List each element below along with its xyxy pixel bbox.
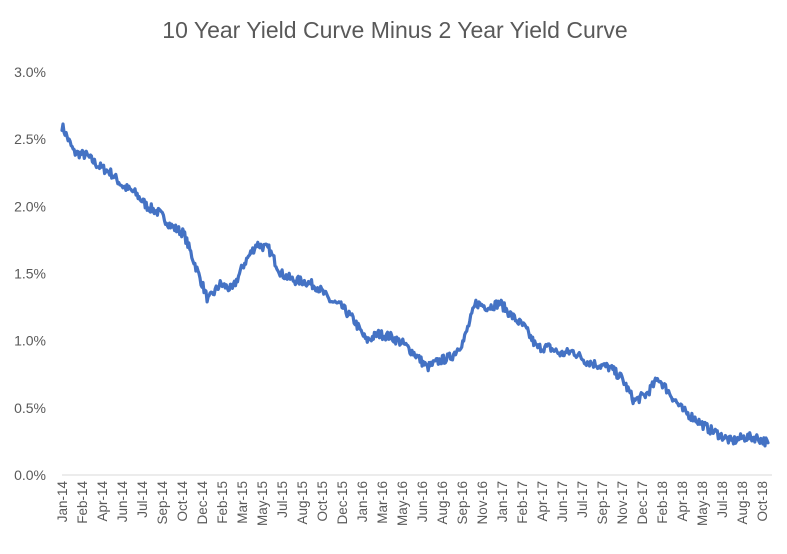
x-tick-label: Oct-18	[755, 481, 770, 522]
x-tick-label: Jul-18	[715, 481, 730, 518]
x-tick-label: Aug-15	[295, 481, 310, 525]
x-tick-label: Dec-14	[195, 481, 210, 525]
y-tick-label: 0.5%	[14, 400, 46, 416]
x-tick-label: Oct-14	[175, 481, 190, 522]
x-tick-label: Apr-17	[535, 481, 550, 522]
x-tick-label: Aug-18	[735, 481, 750, 525]
x-tick-label: Dec-17	[635, 481, 650, 525]
y-tick-label: 2.0%	[14, 198, 46, 214]
y-tick-label: 3.0%	[14, 64, 46, 80]
x-tick-label: Jan-16	[355, 481, 370, 522]
x-tick-label: Jun-17	[555, 481, 570, 522]
x-tick-label: Jul-15	[275, 481, 290, 518]
y-tick-label: 0.0%	[14, 467, 46, 483]
x-tick-label: Mar-15	[235, 481, 250, 524]
x-tick-label: Feb-18	[655, 481, 670, 524]
x-tick-label: May-15	[255, 481, 270, 526]
x-tick-label: Jul-14	[135, 481, 150, 518]
x-tick-label: Jan-14	[55, 481, 70, 523]
x-tick-label: Mar-16	[375, 481, 390, 524]
x-tick-label: Sep-14	[155, 481, 170, 525]
x-tick-label: Oct-15	[315, 481, 330, 522]
x-tick-label: Feb-15	[215, 481, 230, 524]
series-line	[60, 122, 770, 448]
chart-title: 10 Year Yield Curve Minus 2 Year Yield C…	[162, 17, 627, 43]
x-tick-label: Jun-16	[415, 481, 430, 522]
x-tick-label: Jan-17	[495, 481, 510, 522]
x-tick-label: Dec-15	[335, 481, 350, 525]
y-tick-label: 1.5%	[14, 266, 46, 282]
x-tick-label: Jun-14	[115, 481, 130, 523]
y-tick-label: 2.5%	[14, 131, 46, 147]
x-tick-label: Feb-14	[75, 481, 90, 524]
plot-area	[60, 122, 770, 448]
x-tick-label: Sep-16	[455, 481, 470, 525]
x-tick-label: May-16	[395, 481, 410, 526]
x-tick-label: Feb-17	[515, 481, 530, 524]
x-tick-label: Jul-17	[575, 481, 590, 518]
x-tick-label: Nov-17	[615, 481, 630, 525]
x-tick-label: Nov-16	[475, 481, 490, 525]
x-tick-label: Apr-14	[95, 481, 110, 522]
x-tick-label: Aug-16	[435, 481, 450, 525]
x-tick-label: Apr-18	[675, 481, 690, 522]
x-tick-label: May-18	[695, 481, 710, 526]
y-axis: 0.0% 0.5% 1.0% 1.5% 2.0% 2.5% 3.0%	[14, 64, 46, 483]
x-axis: Jan-14 Feb-14 Apr-14 Jun-14 Jul-14 Sep-14 Oct-…	[55, 481, 770, 527]
x-tick-label: Sep-17	[595, 481, 610, 525]
y-tick-label: 1.0%	[14, 333, 46, 349]
